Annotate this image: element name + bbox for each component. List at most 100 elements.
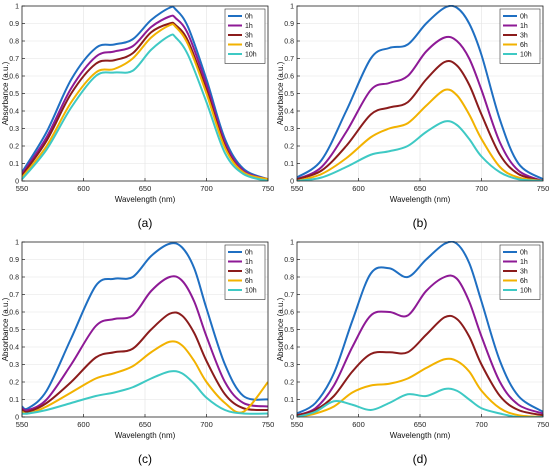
y-tick-label: 0.6 — [9, 310, 19, 317]
y-tick-label: 0.3 — [9, 126, 19, 133]
y-tick-label: 0.8 — [284, 39, 294, 46]
x-tick-label: 750 — [262, 420, 275, 429]
x-tick-label: 600 — [352, 184, 365, 193]
y-tick-label: 0.6 — [284, 74, 294, 81]
series-line-10h — [22, 370, 268, 415]
y-tick-label: 0.1 — [284, 397, 294, 404]
series-line-10h — [297, 387, 543, 417]
legend-label-0h: 0h — [245, 250, 253, 257]
series-line-3h — [297, 314, 543, 417]
y-tick-label: 0.9 — [9, 21, 19, 28]
legend-label-10h: 10h — [245, 52, 257, 59]
x-tick-label: 650 — [414, 184, 427, 193]
y-tick-label: 1 — [15, 4, 19, 11]
y-axis-label: Absorbance (a.u.) — [1, 61, 10, 125]
y-tick-label: 0 — [290, 415, 294, 422]
y-tick-label: 0.5 — [284, 91, 294, 98]
x-tick-label: 700 — [200, 184, 213, 193]
series-line-6h — [22, 340, 268, 415]
legend-label-0h: 0h — [245, 14, 253, 21]
panel-2: 550 600 650 700 750 0 0.1 0.2 0.3 0.4 0.5 0.6 0.7 0.8… — [1, 240, 274, 467]
y-tick-label: 0.4 — [9, 345, 19, 352]
y-tick-label: 0.1 — [284, 161, 294, 168]
series-line-6h — [297, 357, 543, 417]
y-tick-label: 0.7 — [284, 56, 294, 63]
series-line-6h — [297, 88, 543, 181]
y-tick-label: 0 — [15, 415, 19, 422]
y-tick-label: 0.5 — [284, 327, 294, 334]
y-tick-label: 0.2 — [284, 144, 294, 151]
legend-label-3h: 3h — [520, 33, 528, 40]
y-tick-label: 0.2 — [284, 380, 294, 387]
series-group — [22, 5, 268, 181]
series-line-10h — [22, 33, 268, 181]
legend-label-0h: 0h — [520, 250, 528, 257]
x-tick-label: 750 — [262, 184, 275, 193]
series-line-3h — [22, 311, 268, 414]
legend-label-1h: 1h — [520, 23, 528, 30]
series-line-10h — [297, 120, 543, 181]
y-tick-label: 0.2 — [9, 144, 19, 151]
y-tick-label: 0.7 — [9, 292, 19, 299]
legend-label-1h: 1h — [245, 259, 253, 266]
y-tick-label: 0.7 — [9, 56, 19, 63]
y-tick-label: 0.8 — [9, 39, 19, 46]
x-tick-label: 600 — [77, 184, 90, 193]
x-tick-label: 600 — [77, 420, 90, 429]
y-tick-label: 0.9 — [284, 257, 294, 264]
y-tick-label: 0.6 — [284, 310, 294, 317]
legend-box — [224, 8, 266, 64]
x-tick-label: 550 — [16, 420, 29, 429]
x-tick-label: 700 — [200, 420, 213, 429]
y-tick-label: 0.4 — [284, 109, 294, 116]
y-tick-label: 0 — [15, 179, 19, 186]
series-line-0h — [297, 241, 543, 415]
y-tick-label: 0.8 — [284, 275, 294, 282]
x-tick-label: 650 — [414, 420, 427, 429]
legend-label-3h: 3h — [245, 33, 253, 40]
legend-label-6h: 6h — [520, 278, 528, 285]
y-tick-label: 1 — [15, 240, 19, 247]
legend-label-10h: 10h — [520, 52, 532, 59]
x-axis-label: Wavelength (nm) — [390, 195, 451, 204]
y-tick-label: 0.5 — [9, 327, 19, 334]
y-tick-label: 0.4 — [9, 109, 19, 116]
y-tick-label: 0 — [290, 179, 294, 186]
y-tick-label: 0.3 — [284, 362, 294, 369]
legend: 0h 1h 3h 6h 10h — [224, 244, 266, 300]
y-tick-label: 0.3 — [9, 362, 19, 369]
legend-label-10h: 10h — [520, 288, 532, 295]
y-tick-label: 1 — [290, 240, 294, 247]
series-line-0h — [297, 5, 543, 181]
x-tick-label: 650 — [139, 184, 152, 193]
legend-label-1h: 1h — [520, 259, 528, 266]
legend-label-3h: 3h — [520, 269, 528, 276]
y-axis-label: Absorbance (a.u.) — [276, 297, 285, 361]
panel-caption: (a) — [138, 216, 153, 230]
x-tick-label: 550 — [291, 420, 304, 429]
y-axis-label: Absorbance (a.u.) — [1, 297, 10, 361]
x-tick-label: 700 — [475, 184, 488, 193]
y-tick-label: 0.1 — [9, 161, 19, 168]
series-line-1h — [22, 275, 268, 412]
y-tick-label: 0.9 — [284, 21, 294, 28]
y-tick-label: 0.6 — [9, 74, 19, 81]
panel-3: 550 600 650 700 750 0 0.1 0.2 0.3 0.4 0.5 0.6 0.7 0.8… — [276, 240, 549, 467]
x-tick-label: 550 — [16, 184, 29, 193]
x-tick-label: 750 — [537, 420, 550, 429]
legend: 0h 1h 3h 6h 10h — [224, 8, 266, 64]
legend-label-3h: 3h — [245, 269, 253, 276]
y-tick-label: 0.9 — [9, 257, 19, 264]
legend-label-1h: 1h — [245, 23, 253, 30]
panel-caption: (c) — [138, 452, 152, 466]
y-tick-label: 0.3 — [284, 126, 294, 133]
series-line-3h — [297, 60, 543, 181]
x-tick-label: 550 — [291, 184, 304, 193]
legend-label-10h: 10h — [245, 288, 257, 295]
panel-caption: (d) — [413, 452, 428, 466]
series-line-0h — [22, 5, 268, 181]
panel-0: 550 600 650 700 750 0 0.1 0.2 0.3 0.4 0.5 0.6 0.7 0.8… — [1, 4, 274, 231]
legend-label-6h: 6h — [520, 42, 528, 49]
series-group — [297, 5, 543, 181]
